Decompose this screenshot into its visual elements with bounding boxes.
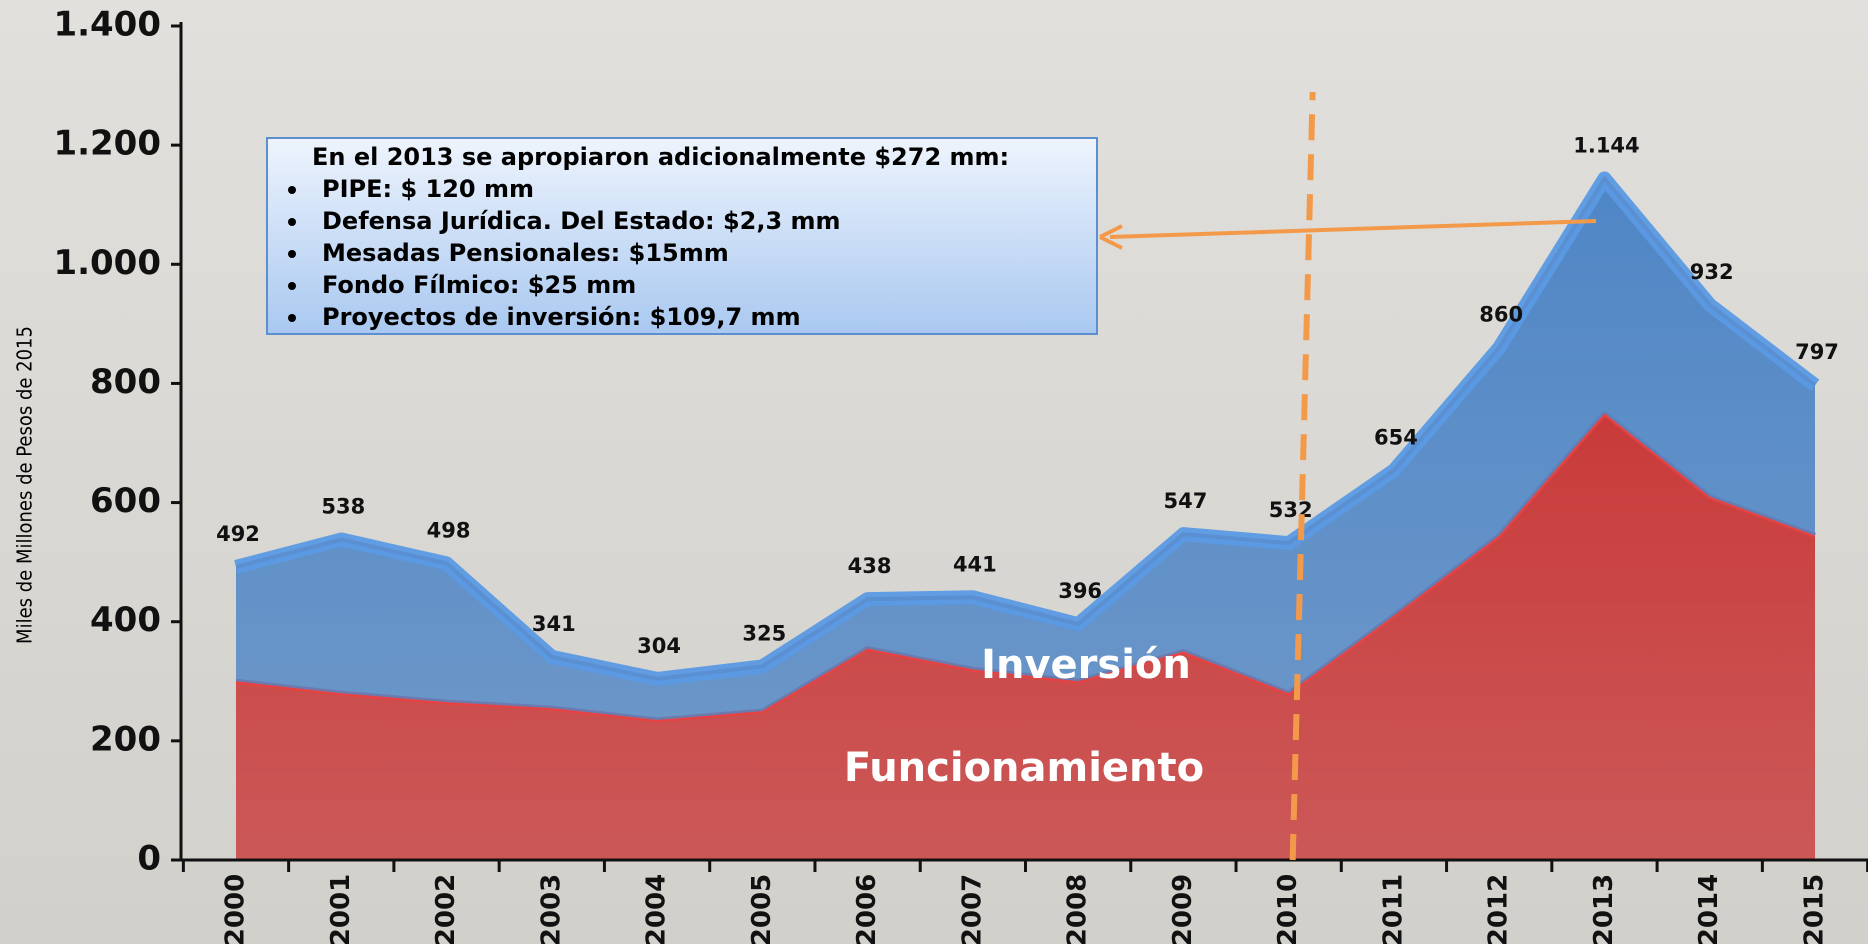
x-tick-label: 2002 (431, 874, 461, 944)
value-label: 341 (532, 612, 576, 636)
x-tick-label: 2000 (221, 874, 251, 944)
x-tick-label: 2009 (1168, 874, 1198, 944)
value-label: 441 (953, 552, 997, 576)
series-label: Funcionamiento (844, 745, 1204, 791)
y-tick-label: 1.200 (53, 124, 161, 164)
arrow-head (1099, 224, 1123, 250)
x-tick-label: 2014 (1694, 874, 1724, 944)
x-tick-label: 2013 (1589, 874, 1619, 944)
value-label: 532 (1269, 498, 1313, 522)
area (236, 178, 1815, 721)
value-label: 396 (1058, 579, 1102, 603)
value-label: 538 (321, 495, 365, 519)
value-label: 860 (1479, 303, 1523, 327)
y-tick-label: 600 (90, 481, 161, 521)
y-tick-label: 1.400 (53, 5, 161, 45)
total-line (235, 176, 1817, 681)
x-tick-label: 2004 (642, 874, 672, 944)
x-tick-label: 2012 (1484, 874, 1514, 944)
value-label: 498 (427, 518, 471, 542)
series-label: Inversión (981, 642, 1191, 688)
value-label: 1.144 (1573, 134, 1639, 158)
annotation-item: Defensa Jurídica. Del Estado: $2,3 mm (322, 207, 841, 235)
value-label: 547 (1163, 489, 1207, 513)
value-label: 654 (1374, 425, 1418, 449)
annotation-item: PIPE: $ 120 mm (322, 175, 534, 203)
bullet (288, 314, 296, 322)
y-tick-label: 1.000 (53, 243, 161, 283)
y-tick-label: 0 (137, 839, 161, 879)
bullet (288, 250, 296, 258)
area (236, 413, 1815, 860)
value-label: 797 (1795, 340, 1839, 364)
x-tick-label: 2008 (1063, 874, 1093, 944)
annotation-item: Proyectos de inversión: $109,7 mm (322, 303, 801, 331)
area-edge (235, 410, 1816, 723)
value-label: 932 (1690, 260, 1734, 284)
x-tick-label: 2001 (326, 874, 356, 944)
bullet (288, 186, 296, 194)
x-tick-label: 2007 (957, 874, 987, 944)
y-tick-label: 200 (90, 719, 161, 759)
value-label: 438 (848, 554, 892, 578)
bullet (288, 282, 296, 290)
annotation-item: Mesadas Pensionales: $15mm (322, 239, 729, 267)
value-label: 492 (216, 522, 260, 546)
x-tick-label: 2003 (536, 874, 566, 944)
y-tick-label: 400 (90, 600, 161, 640)
y-axis-label: Miles de Millones de Pesos de 2015 (13, 326, 37, 644)
annotation-title: En el 2013 se apropiaron adicionalmente … (312, 143, 1009, 171)
value-label: 304 (637, 634, 681, 658)
divider (1289, 91, 1316, 861)
y-tick-label: 800 (90, 362, 161, 402)
bullet (288, 218, 296, 226)
annotation-box (266, 137, 1098, 335)
x-tick-label: 2006 (852, 874, 882, 944)
x-tick-label: 2015 (1800, 874, 1830, 944)
x-tick-label: 2011 (1378, 874, 1408, 944)
arrow (1109, 219, 1597, 239)
x-tick-label: 2010 (1273, 874, 1303, 944)
x-tick-label: 2005 (747, 874, 777, 944)
annotation-item: Fondo Fílmico: $25 mm (322, 271, 636, 299)
value-label: 325 (742, 621, 786, 645)
